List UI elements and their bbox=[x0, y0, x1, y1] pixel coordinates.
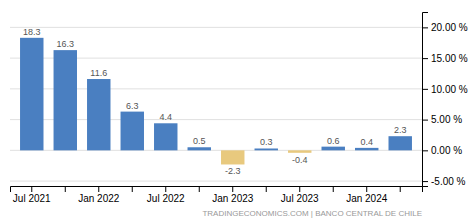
x-tick: Jul 2023 bbox=[281, 186, 319, 204]
bar bbox=[54, 50, 77, 150]
data-label: 4.4 bbox=[159, 112, 172, 122]
x-tick bbox=[132, 186, 133, 192]
x-tick-mark bbox=[299, 186, 300, 192]
y-tick-label: 5.00 % bbox=[431, 114, 462, 125]
x-tick-label: Jan 2023 bbox=[212, 193, 254, 204]
watermark: TRADINGECONOMICS.COM | BANCO CENTRAL DE … bbox=[202, 209, 422, 218]
y-tick-mark bbox=[422, 58, 428, 59]
x-tick bbox=[266, 186, 267, 192]
y-tick-mark bbox=[422, 89, 428, 90]
y-tick-mark bbox=[422, 181, 428, 182]
y-tick: -5.00 % bbox=[422, 176, 466, 187]
y-tick-label: -5.00 % bbox=[431, 176, 466, 187]
data-label: 0.4 bbox=[360, 137, 373, 147]
bar bbox=[154, 123, 177, 150]
x-tick: Jan 2022 bbox=[78, 186, 120, 204]
x-tick-mark bbox=[366, 186, 367, 192]
x-tick-label: Jul 2023 bbox=[281, 193, 319, 204]
x-tick-mark bbox=[65, 186, 66, 192]
x-tick: Jan 2024 bbox=[346, 186, 388, 204]
bar bbox=[255, 148, 278, 150]
bar bbox=[221, 150, 244, 164]
x-tick-mark bbox=[165, 186, 166, 192]
data-label: -0.4 bbox=[292, 155, 308, 165]
bar bbox=[389, 136, 412, 150]
x-tick-mark bbox=[400, 186, 401, 192]
y-tick-label: 0.00 % bbox=[431, 145, 462, 156]
x-tick-label: Jul 2022 bbox=[147, 193, 185, 204]
x-tick bbox=[65, 186, 66, 192]
x-tick-mark bbox=[266, 186, 267, 192]
x-axis-line bbox=[11, 187, 423, 193]
y-tick-label: 15.00 % bbox=[431, 53, 468, 64]
y-tick-label: 20.00 % bbox=[431, 22, 468, 33]
bars bbox=[20, 38, 412, 165]
x-tick-label: Jan 2022 bbox=[78, 193, 120, 204]
y-axis: -5.00 % 0.00 % 5.00 % 10.00 % 15.00 % 20.00 % bbox=[422, 13, 468, 187]
x-axis: Jul 2021 Jan 2022 Jul 2022 Jan 2023 Jul 2023… bbox=[11, 186, 423, 204]
annotations: TRADINGECONOMICS.COM | BANCO CENTRAL DE … bbox=[202, 209, 422, 218]
data-labels: 18.3 16.3 11.6 6.3 4.4 0.5 -2.3 0.3 -0.4 0.6 0.4 2.… bbox=[23, 27, 406, 176]
y-tick: 0.00 % bbox=[422, 145, 462, 156]
bar bbox=[288, 150, 311, 152]
x-tick: Jan 2023 bbox=[212, 186, 254, 204]
x-tick-mark bbox=[132, 186, 133, 192]
x-tick: Jul 2022 bbox=[147, 186, 185, 204]
y-tick: 5.00 % bbox=[422, 114, 462, 125]
bar bbox=[20, 38, 43, 151]
data-label: 11.6 bbox=[90, 68, 107, 78]
grid bbox=[10, 27, 422, 181]
data-label: -2.3 bbox=[225, 166, 241, 176]
x-tick bbox=[333, 186, 334, 192]
bar bbox=[87, 79, 110, 150]
plot: Jul 2021 Jan 2022 Jul 2022 Jan 2023 Jul 2023… bbox=[10, 13, 468, 205]
y-axis-line bbox=[423, 13, 429, 187]
data-label: 6.3 bbox=[126, 101, 139, 111]
x-tick-mark bbox=[98, 186, 99, 192]
grid-line bbox=[10, 181, 422, 182]
x-tick-label: Jan 2024 bbox=[346, 193, 388, 204]
x-tick: Jul 2021 bbox=[13, 186, 51, 204]
y-tick-label: 10.00 % bbox=[431, 84, 468, 95]
y-tick-mark bbox=[422, 120, 428, 121]
x-tick bbox=[199, 186, 200, 192]
bar bbox=[355, 148, 378, 150]
y-tick: 20.00 % bbox=[422, 22, 468, 33]
x-tick-mark bbox=[232, 186, 233, 192]
data-label: 16.3 bbox=[57, 39, 75, 49]
bar bbox=[188, 147, 211, 150]
x-tick-label: Jul 2021 bbox=[13, 193, 51, 204]
y-tick: 10.00 % bbox=[422, 84, 468, 95]
data-label: 18.3 bbox=[23, 27, 41, 37]
x-tick-mark bbox=[199, 186, 200, 192]
y-tick-mark bbox=[422, 27, 428, 28]
chart: Jul 2021 Jan 2022 Jul 2022 Jan 2023 Jul 2023… bbox=[0, 0, 474, 220]
data-label: 0.5 bbox=[193, 136, 206, 146]
data-label: 0.3 bbox=[260, 137, 273, 147]
x-tick-mark bbox=[333, 186, 334, 192]
data-label: 0.6 bbox=[327, 136, 340, 146]
bar bbox=[121, 112, 144, 151]
x-tick bbox=[400, 186, 401, 192]
y-tick-mark bbox=[422, 150, 428, 151]
grid-line bbox=[10, 27, 422, 28]
x-tick-mark bbox=[31, 186, 32, 192]
data-label: 2.3 bbox=[394, 125, 407, 135]
y-tick: 15.00 % bbox=[422, 53, 468, 64]
bar bbox=[322, 147, 345, 151]
